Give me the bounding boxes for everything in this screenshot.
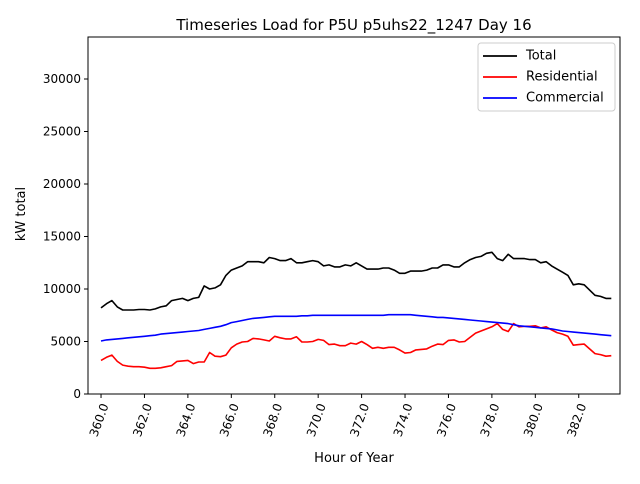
y-tick-label: 5000 bbox=[50, 335, 81, 349]
chart-title: Timeseries Load for P5U p5uhs22_1247 Day… bbox=[175, 16, 531, 35]
y-tick-label: 10000 bbox=[43, 282, 81, 296]
x-axis-label: Hour of Year bbox=[314, 451, 394, 466]
series-line-commercial bbox=[100, 313, 612, 342]
y-tick-label: 25000 bbox=[43, 125, 81, 139]
series-line-total bbox=[100, 251, 612, 311]
y-tick-label: 0 bbox=[73, 387, 81, 401]
legend-label-total: Total bbox=[525, 49, 556, 64]
legend-box bbox=[477, 42, 616, 112]
y-tick-label: 30000 bbox=[43, 72, 81, 86]
series-layer bbox=[100, 251, 612, 370]
y-tick-label: 20000 bbox=[43, 177, 81, 191]
y-tick-label: 15000 bbox=[43, 230, 81, 244]
legend-label-residential: Residential bbox=[526, 70, 598, 85]
y-axis: 0 5000 10000 15000 20000 25000 30000 bbox=[43, 72, 88, 401]
legend: Total Residential Commercial bbox=[477, 42, 616, 112]
plot-frame bbox=[87, 36, 621, 395]
legend-label-commercial: Commercial bbox=[526, 91, 604, 106]
y-axis-label: kW total bbox=[14, 187, 29, 241]
